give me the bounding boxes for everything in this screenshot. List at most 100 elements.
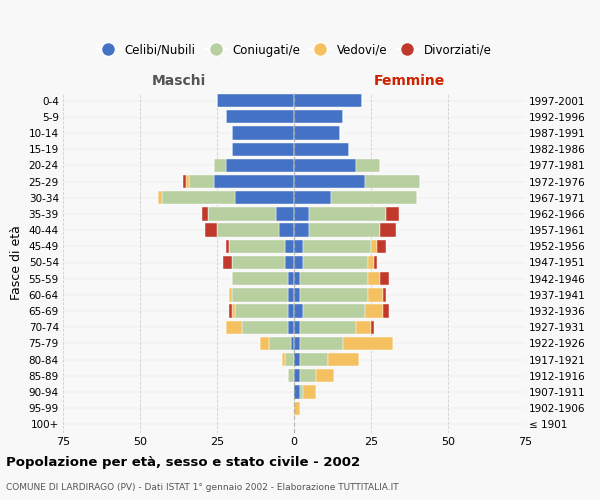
Bar: [371, 320, 374, 334]
Bar: [281, 353, 285, 366]
Bar: [294, 191, 331, 204]
Bar: [368, 288, 383, 302]
Bar: [365, 175, 420, 188]
Bar: [294, 142, 349, 156]
Bar: [331, 191, 417, 204]
Bar: [294, 110, 343, 124]
Bar: [294, 126, 340, 140]
Bar: [208, 208, 275, 220]
Bar: [380, 224, 395, 237]
Bar: [294, 386, 300, 398]
Bar: [232, 288, 288, 302]
Bar: [300, 320, 356, 334]
Bar: [300, 369, 316, 382]
Bar: [294, 369, 300, 382]
Bar: [310, 208, 386, 220]
Bar: [300, 337, 343, 350]
Bar: [232, 272, 288, 285]
Bar: [226, 240, 229, 253]
Bar: [226, 320, 242, 334]
Bar: [158, 191, 161, 204]
Bar: [217, 224, 278, 237]
Bar: [189, 175, 214, 188]
Bar: [300, 386, 303, 398]
Bar: [356, 158, 380, 172]
Bar: [229, 304, 232, 318]
Bar: [377, 240, 386, 253]
Bar: [186, 175, 189, 188]
Bar: [294, 175, 365, 188]
Bar: [368, 256, 374, 269]
Bar: [242, 320, 288, 334]
Bar: [383, 288, 386, 302]
Bar: [285, 256, 294, 269]
Bar: [183, 175, 186, 188]
Bar: [343, 337, 392, 350]
Bar: [214, 175, 294, 188]
Bar: [260, 337, 269, 350]
Bar: [288, 320, 294, 334]
Bar: [383, 304, 389, 318]
Bar: [300, 272, 368, 285]
Bar: [386, 208, 399, 220]
Bar: [300, 353, 328, 366]
Bar: [294, 256, 303, 269]
Bar: [328, 353, 359, 366]
Bar: [229, 288, 232, 302]
Bar: [294, 320, 300, 334]
Bar: [368, 272, 380, 285]
Bar: [303, 304, 365, 318]
Bar: [294, 158, 356, 172]
Bar: [294, 208, 310, 220]
Bar: [235, 191, 294, 204]
Bar: [214, 158, 226, 172]
Bar: [291, 337, 294, 350]
Bar: [288, 272, 294, 285]
Y-axis label: Fasce di età: Fasce di età: [10, 225, 23, 300]
Bar: [374, 256, 377, 269]
Bar: [371, 240, 377, 253]
Bar: [294, 240, 303, 253]
Text: COMUNE DI LARDIRAGO (PV) - Dati ISTAT 1° gennaio 2002 - Elaborazione TUTTITALIA.: COMUNE DI LARDIRAGO (PV) - Dati ISTAT 1°…: [6, 482, 398, 492]
Bar: [223, 256, 232, 269]
Bar: [303, 240, 371, 253]
Bar: [285, 240, 294, 253]
Bar: [303, 256, 368, 269]
Bar: [294, 288, 300, 302]
Text: Maschi: Maschi: [151, 74, 206, 88]
Bar: [294, 402, 300, 415]
Bar: [288, 288, 294, 302]
Bar: [380, 272, 389, 285]
Bar: [288, 304, 294, 318]
Bar: [269, 337, 291, 350]
Legend: Celibi/Nubili, Coniugati/e, Vedovi/e, Divorziati/e: Celibi/Nubili, Coniugati/e, Vedovi/e, Di…: [92, 39, 496, 62]
Bar: [294, 353, 300, 366]
Bar: [161, 191, 235, 204]
Bar: [229, 240, 285, 253]
Bar: [300, 288, 368, 302]
Bar: [202, 208, 208, 220]
Bar: [275, 208, 294, 220]
Bar: [217, 94, 294, 107]
Bar: [356, 320, 371, 334]
Bar: [232, 142, 294, 156]
Bar: [294, 272, 300, 285]
Bar: [294, 304, 303, 318]
Bar: [294, 224, 310, 237]
Bar: [303, 386, 316, 398]
Bar: [226, 158, 294, 172]
Bar: [316, 369, 334, 382]
Bar: [205, 224, 217, 237]
Bar: [235, 304, 288, 318]
Bar: [365, 304, 383, 318]
Text: Femmine: Femmine: [374, 74, 445, 88]
Bar: [294, 94, 362, 107]
Bar: [232, 256, 285, 269]
Bar: [294, 337, 300, 350]
Bar: [232, 304, 235, 318]
Bar: [310, 224, 380, 237]
Bar: [278, 224, 294, 237]
Bar: [285, 353, 294, 366]
Text: Popolazione per età, sesso e stato civile - 2002: Popolazione per età, sesso e stato civil…: [6, 456, 360, 469]
Bar: [226, 110, 294, 124]
